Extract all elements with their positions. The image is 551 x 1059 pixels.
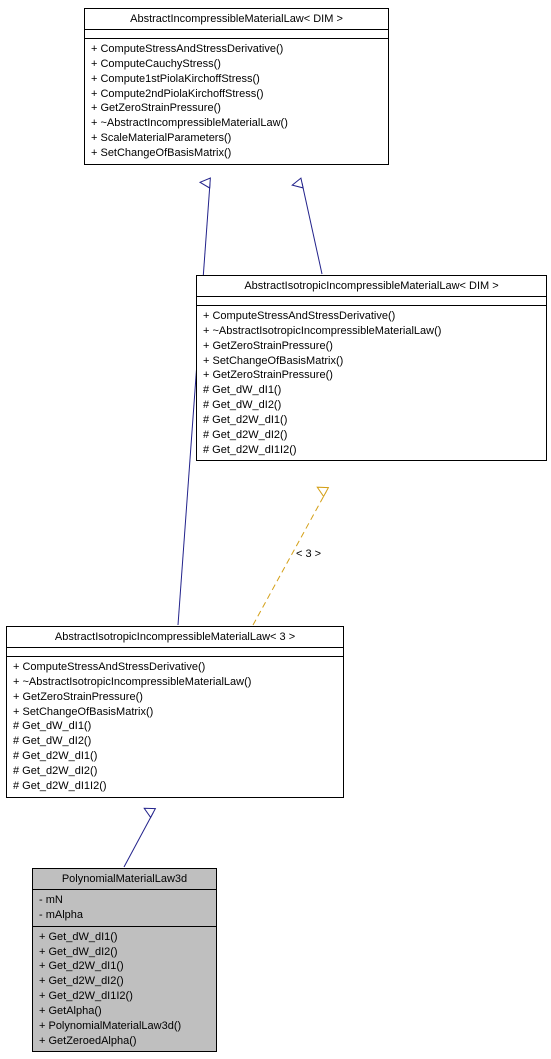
member: + GetZeroStrainPressure() (13, 690, 337, 705)
member: + SetChangeOfBasisMatrix() (13, 705, 337, 720)
member: + GetZeroStrainPressure() (203, 368, 540, 383)
class-abstract-incompressible-material-law-dim: AbstractIncompressibleMaterialLaw< DIM >… (84, 8, 389, 165)
attrs-compartment: - mN - mAlpha (33, 890, 216, 927)
empty-compartment (85, 30, 388, 39)
attr: - mAlpha (39, 908, 210, 923)
member: + Get_d2W_dI1() (39, 959, 210, 974)
member: + ComputeStressAndStressDerivative() (13, 660, 337, 675)
member: + ComputeStressAndStressDerivative() (203, 309, 540, 324)
member: + ComputeCauchyStress() (91, 57, 382, 72)
member: + GetZeroedAlpha() (39, 1034, 210, 1049)
member: + ~AbstractIsotropicIncompressibleMateri… (203, 324, 540, 339)
member: # Get_dW_dI1() (203, 383, 540, 398)
class-title: AbstractIncompressibleMaterialLaw< DIM > (85, 9, 388, 30)
edge-label: < 3 > (296, 548, 321, 560)
members-compartment: + Get_dW_dI1() + Get_dW_dI2() + Get_d2W_… (33, 927, 216, 1052)
edge-d-to-c (124, 813, 153, 867)
edge-b-to-a (302, 183, 322, 274)
member: + Get_d2W_dI2() (39, 974, 210, 989)
member: + Compute1stPiolaKirchoffStress() (91, 72, 382, 87)
member: + PolynomialMaterialLaw3d() (39, 1019, 210, 1034)
member: # Get_dW_dI2() (13, 734, 337, 749)
member: + Get_dW_dI1() (39, 930, 210, 945)
members-compartment: + ComputeStressAndStressDerivative() + ~… (197, 306, 546, 460)
member: # Get_d2W_dI2() (203, 428, 540, 443)
member: + ComputeStressAndStressDerivative() (91, 42, 382, 57)
member: + ~AbstractIsotropicIncompressibleMateri… (13, 675, 337, 690)
attr: - mN (39, 893, 210, 908)
class-abstract-isotropic-incompressible-material-law-dim: AbstractIsotropicIncompressibleMaterialL… (196, 275, 547, 461)
class-abstract-isotropic-incompressible-material-law-3: AbstractIsotropicIncompressibleMaterialL… (6, 626, 344, 798)
class-title: AbstractIsotropicIncompressibleMaterialL… (197, 276, 546, 297)
member: # Get_d2W_dI2() (13, 764, 337, 779)
member: + ~AbstractIncompressibleMaterialLaw() (91, 116, 382, 131)
member: # Get_d2W_dI1I2() (13, 779, 337, 794)
member: + SetChangeOfBasisMatrix() (91, 146, 382, 161)
class-title: AbstractIsotropicIncompressibleMaterialL… (7, 627, 343, 648)
member: # Get_d2W_dI1I2() (203, 443, 540, 458)
member: + Get_d2W_dI1I2() (39, 989, 210, 1004)
class-polynomial-material-law-3d: PolynomialMaterialLaw3d - mN - mAlpha + … (32, 868, 217, 1052)
member: + Compute2ndPiolaKirchoffStress() (91, 87, 382, 102)
member: + SetChangeOfBasisMatrix() (203, 354, 540, 369)
members-compartment: + ComputeStressAndStressDerivative() + ~… (7, 657, 343, 797)
members-compartment: + ComputeStressAndStressDerivative() + C… (85, 39, 388, 164)
member: + GetAlpha() (39, 1004, 210, 1019)
empty-compartment (197, 297, 546, 306)
member: # Get_dW_dI2() (203, 398, 540, 413)
class-title: PolynomialMaterialLaw3d (33, 869, 216, 890)
member: + Get_dW_dI2() (39, 945, 210, 960)
member: # Get_d2W_dI1() (13, 749, 337, 764)
member: + GetZeroStrainPressure() (203, 339, 540, 354)
empty-compartment (7, 648, 343, 657)
member: + GetZeroStrainPressure() (91, 101, 382, 116)
member: # Get_dW_dI1() (13, 719, 337, 734)
member: # Get_d2W_dI1() (203, 413, 540, 428)
member: + ScaleMaterialParameters() (91, 131, 382, 146)
